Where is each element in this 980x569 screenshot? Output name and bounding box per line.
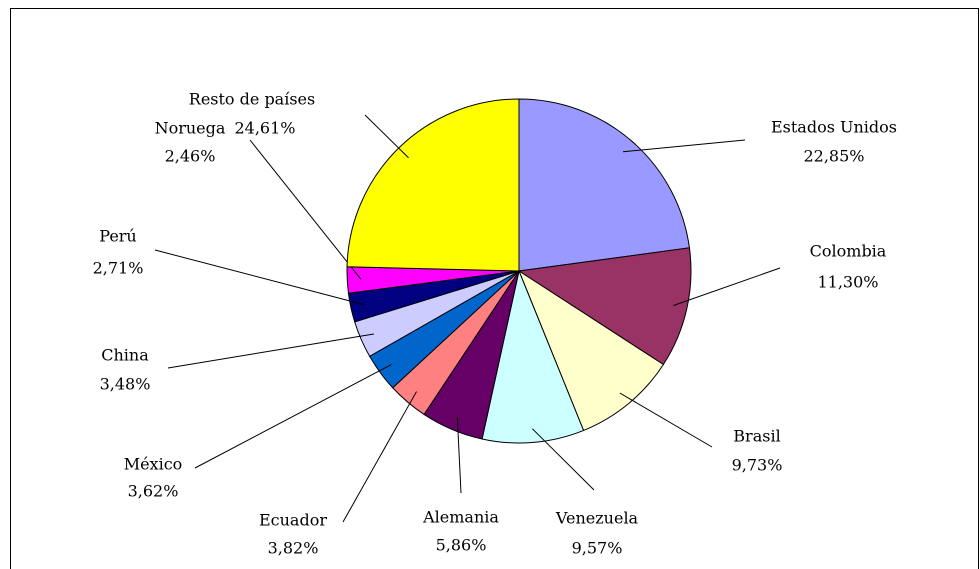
leader-line <box>154 249 365 306</box>
slice-label: Colombia <box>810 242 887 261</box>
slice-label: México <box>124 455 183 474</box>
slice-value-label: 24,61% <box>234 119 295 138</box>
slice-value-label: 3,62% <box>128 482 179 501</box>
leader-line <box>531 428 595 491</box>
leader-line <box>342 391 417 523</box>
pie-slice <box>518 98 690 272</box>
slice-label: Perú <box>99 227 136 246</box>
slice-value-label: 2,46% <box>165 147 216 166</box>
leader-line <box>167 333 374 369</box>
slice-value-label: 5,86% <box>436 536 487 555</box>
slice-label: Alemania <box>422 508 499 527</box>
leader-line <box>619 392 713 448</box>
slice-value-label: 9,73% <box>732 456 783 475</box>
leader-line <box>456 416 462 494</box>
leader-line <box>673 267 781 306</box>
slice-value-label: 2,71% <box>93 259 144 278</box>
pie-slice <box>481 269 585 444</box>
slice-value-label: 3,48% <box>100 375 151 394</box>
slice-value-label: 22,85% <box>803 147 864 166</box>
leader-line <box>194 364 392 469</box>
slice-label: Estados Unidos <box>771 118 897 137</box>
slice-value-label: 3,82% <box>268 539 319 558</box>
slice-label: Ecuador <box>259 511 327 530</box>
leader-line <box>364 114 409 159</box>
leader-line <box>623 139 746 153</box>
slice-label: Resto de países <box>189 90 315 109</box>
slice-value-label: 11,30% <box>817 273 878 292</box>
slice-value-label: 9,57% <box>572 539 623 558</box>
pie-slice <box>517 269 665 432</box>
slice-label: China <box>101 346 149 365</box>
leader-line <box>249 139 362 280</box>
slice-label: Noruega <box>155 119 226 138</box>
slice-label: Venezuela <box>555 509 639 528</box>
slice-label: Brasil <box>733 427 780 446</box>
pie-slice <box>517 247 692 366</box>
